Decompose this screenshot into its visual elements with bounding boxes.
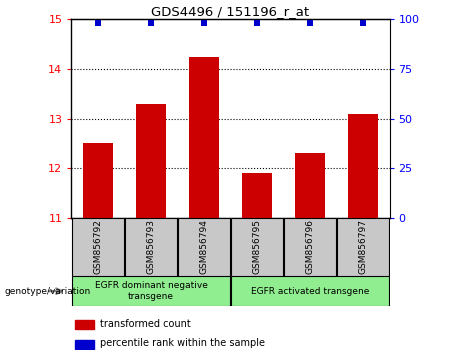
Bar [75,320,94,329]
Bar [284,218,336,275]
Text: transformed count: transformed count [100,319,191,329]
Text: EGFR dominant negative
transgene: EGFR dominant negative transgene [95,281,207,301]
Text: percentile rank within the sample: percentile rank within the sample [100,338,265,348]
Point [200,21,207,26]
Text: EGFR activated transgene: EGFR activated transgene [251,287,369,296]
Text: genotype/variation: genotype/variation [5,287,91,296]
Bar [136,104,165,218]
Bar [231,218,283,275]
Point [254,21,261,26]
Bar [296,153,325,218]
Title: GDS4496 / 151196_r_at: GDS4496 / 151196_r_at [151,5,310,18]
Bar [83,143,112,218]
Text: GSM856792: GSM856792 [94,219,102,274]
Bar [231,276,389,306]
Text: GSM856797: GSM856797 [359,219,367,274]
Point [148,21,155,26]
Bar [337,218,389,275]
Bar [349,114,378,218]
Bar [125,218,177,275]
Bar [242,173,272,218]
Point [359,21,366,26]
Bar [189,57,219,218]
Text: GSM856795: GSM856795 [253,219,261,274]
Bar [75,340,94,348]
Point [94,21,101,26]
Bar [72,276,230,306]
Bar [72,218,124,275]
Text: GSM856796: GSM856796 [306,219,314,274]
Point [306,21,313,26]
Text: GSM856793: GSM856793 [147,219,155,274]
Bar [178,218,230,275]
Text: GSM856794: GSM856794 [200,219,208,274]
